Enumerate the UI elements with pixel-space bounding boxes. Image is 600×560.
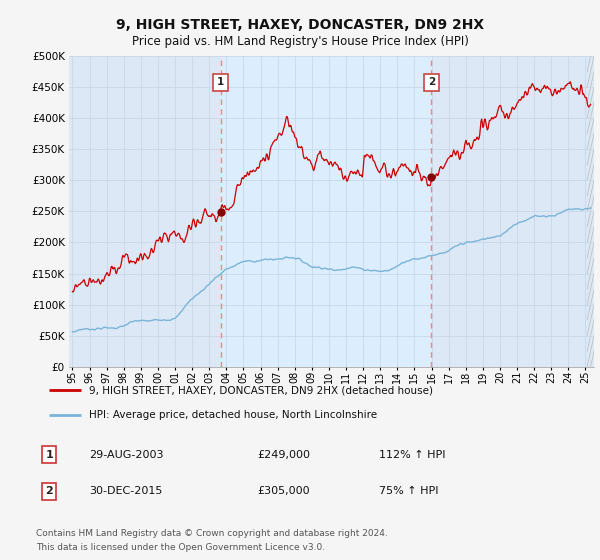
Text: This data is licensed under the Open Government Licence v3.0.: This data is licensed under the Open Gov…	[36, 543, 325, 552]
Text: 30-DEC-2015: 30-DEC-2015	[89, 486, 162, 496]
Text: 9, HIGH STREET, HAXEY, DONCASTER, DN9 2HX (detached house): 9, HIGH STREET, HAXEY, DONCASTER, DN9 2H…	[89, 385, 433, 395]
Text: 2: 2	[46, 486, 53, 496]
Text: Contains HM Land Registry data © Crown copyright and database right 2024.: Contains HM Land Registry data © Crown c…	[36, 529, 388, 538]
Text: HPI: Average price, detached house, North Lincolnshire: HPI: Average price, detached house, Nort…	[89, 410, 377, 420]
Text: 29-AUG-2003: 29-AUG-2003	[89, 450, 163, 460]
Bar	[221, 56, 431, 367]
Text: £249,000: £249,000	[258, 450, 311, 460]
Text: 1: 1	[217, 77, 224, 87]
Text: 2: 2	[428, 77, 435, 87]
Text: 112% ↑ HPI: 112% ↑ HPI	[379, 450, 446, 460]
Text: 9, HIGH STREET, HAXEY, DONCASTER, DN9 2HX: 9, HIGH STREET, HAXEY, DONCASTER, DN9 2H…	[116, 18, 484, 32]
Text: £305,000: £305,000	[258, 486, 310, 496]
Text: 1: 1	[46, 450, 53, 460]
Text: 75% ↑ HPI: 75% ↑ HPI	[379, 486, 439, 496]
Text: Price paid vs. HM Land Registry's House Price Index (HPI): Price paid vs. HM Land Registry's House …	[131, 35, 469, 49]
